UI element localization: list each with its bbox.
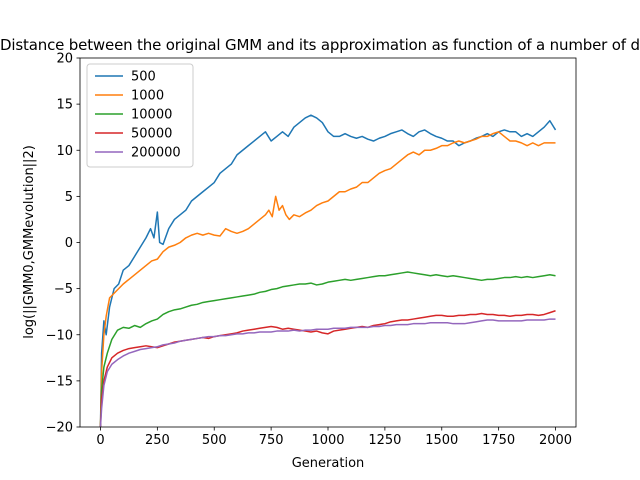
y-tick-label: −20	[46, 421, 73, 436]
legend-label-50000: 50000	[131, 127, 172, 142]
x-tick-label: 1000	[311, 433, 344, 448]
y-tick-label: 15	[56, 98, 73, 113]
legend: 500 1000 10000 50000 200000	[86, 63, 194, 168]
chart-title: Distance between the original GMM and it…	[0, 36, 640, 54]
x-tick-label: 1500	[425, 433, 458, 448]
series-line-200000	[99, 318, 556, 427]
series-line-1000	[99, 131, 556, 427]
x-tick-label: 750	[259, 433, 284, 448]
x-tick-label: 2000	[539, 433, 572, 448]
legend-label-1000: 1000	[131, 89, 164, 104]
x-tick-label: 1250	[368, 433, 401, 448]
y-tick-label: 0	[65, 236, 73, 251]
x-tick-label: 250	[145, 433, 170, 448]
axes: 0 250 500 750 1000 1250 1500 1750 2000 −20 −15 −10 −…	[46, 52, 577, 448]
series-line-10000	[99, 271, 556, 427]
y-tick-label: 20	[56, 52, 73, 67]
y-axis-label: log(||GMM0,GMMevolution||2)	[22, 145, 37, 339]
x-tick-label: 500	[202, 433, 227, 448]
y-tick-label: −10	[46, 328, 73, 343]
y-tick-label: −15	[46, 374, 73, 389]
legend-box	[86, 63, 194, 168]
legend-label-500: 500	[131, 70, 156, 85]
x-axis-label: Generation	[292, 456, 365, 471]
legend-label-10000: 10000	[131, 108, 172, 123]
legend-label-200000: 200000	[131, 146, 181, 161]
y-tick-label: −5	[54, 282, 73, 297]
x-tick-label: 0	[96, 433, 104, 448]
y-tick-label: 10	[56, 144, 73, 159]
plot-area	[99, 114, 557, 427]
x-tick-label: 1750	[482, 433, 515, 448]
y-tick-label: 5	[65, 190, 73, 205]
